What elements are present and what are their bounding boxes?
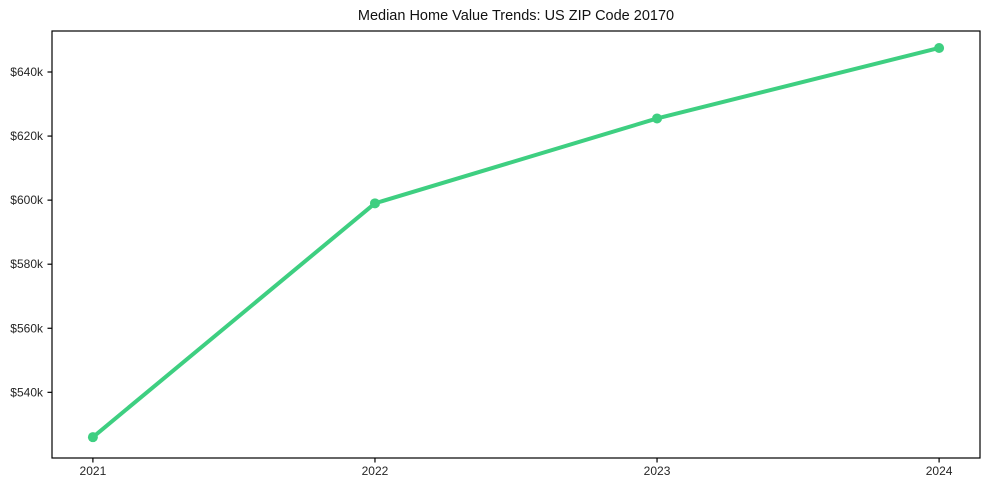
trend-line (90, 45, 942, 440)
chart-title: Median Home Value Trends: US ZIP Code 20… (357, 8, 675, 24)
y-axis-tick-label: $560k (10, 321, 44, 335)
x-axis-tick-label: 2022 (362, 464, 389, 478)
data-point (652, 113, 663, 124)
x-axis-tick-label: 2021 (80, 464, 107, 478)
y-axis-tick-label: $640k (10, 65, 44, 79)
y-axis-tick-label: $600k (10, 193, 44, 207)
data-point (934, 42, 945, 53)
plot-frame (51, 30, 981, 459)
y-axis-tick-label: $620k (10, 129, 44, 143)
y-axis-tick-label: $580k (10, 257, 44, 271)
x-axis-tick-label: 2024 (926, 464, 953, 478)
y-axis-tick-label: $540k (10, 385, 44, 399)
x-axis-tick-label: 2023 (644, 464, 671, 478)
data-point (87, 432, 98, 443)
data-point (369, 198, 380, 209)
